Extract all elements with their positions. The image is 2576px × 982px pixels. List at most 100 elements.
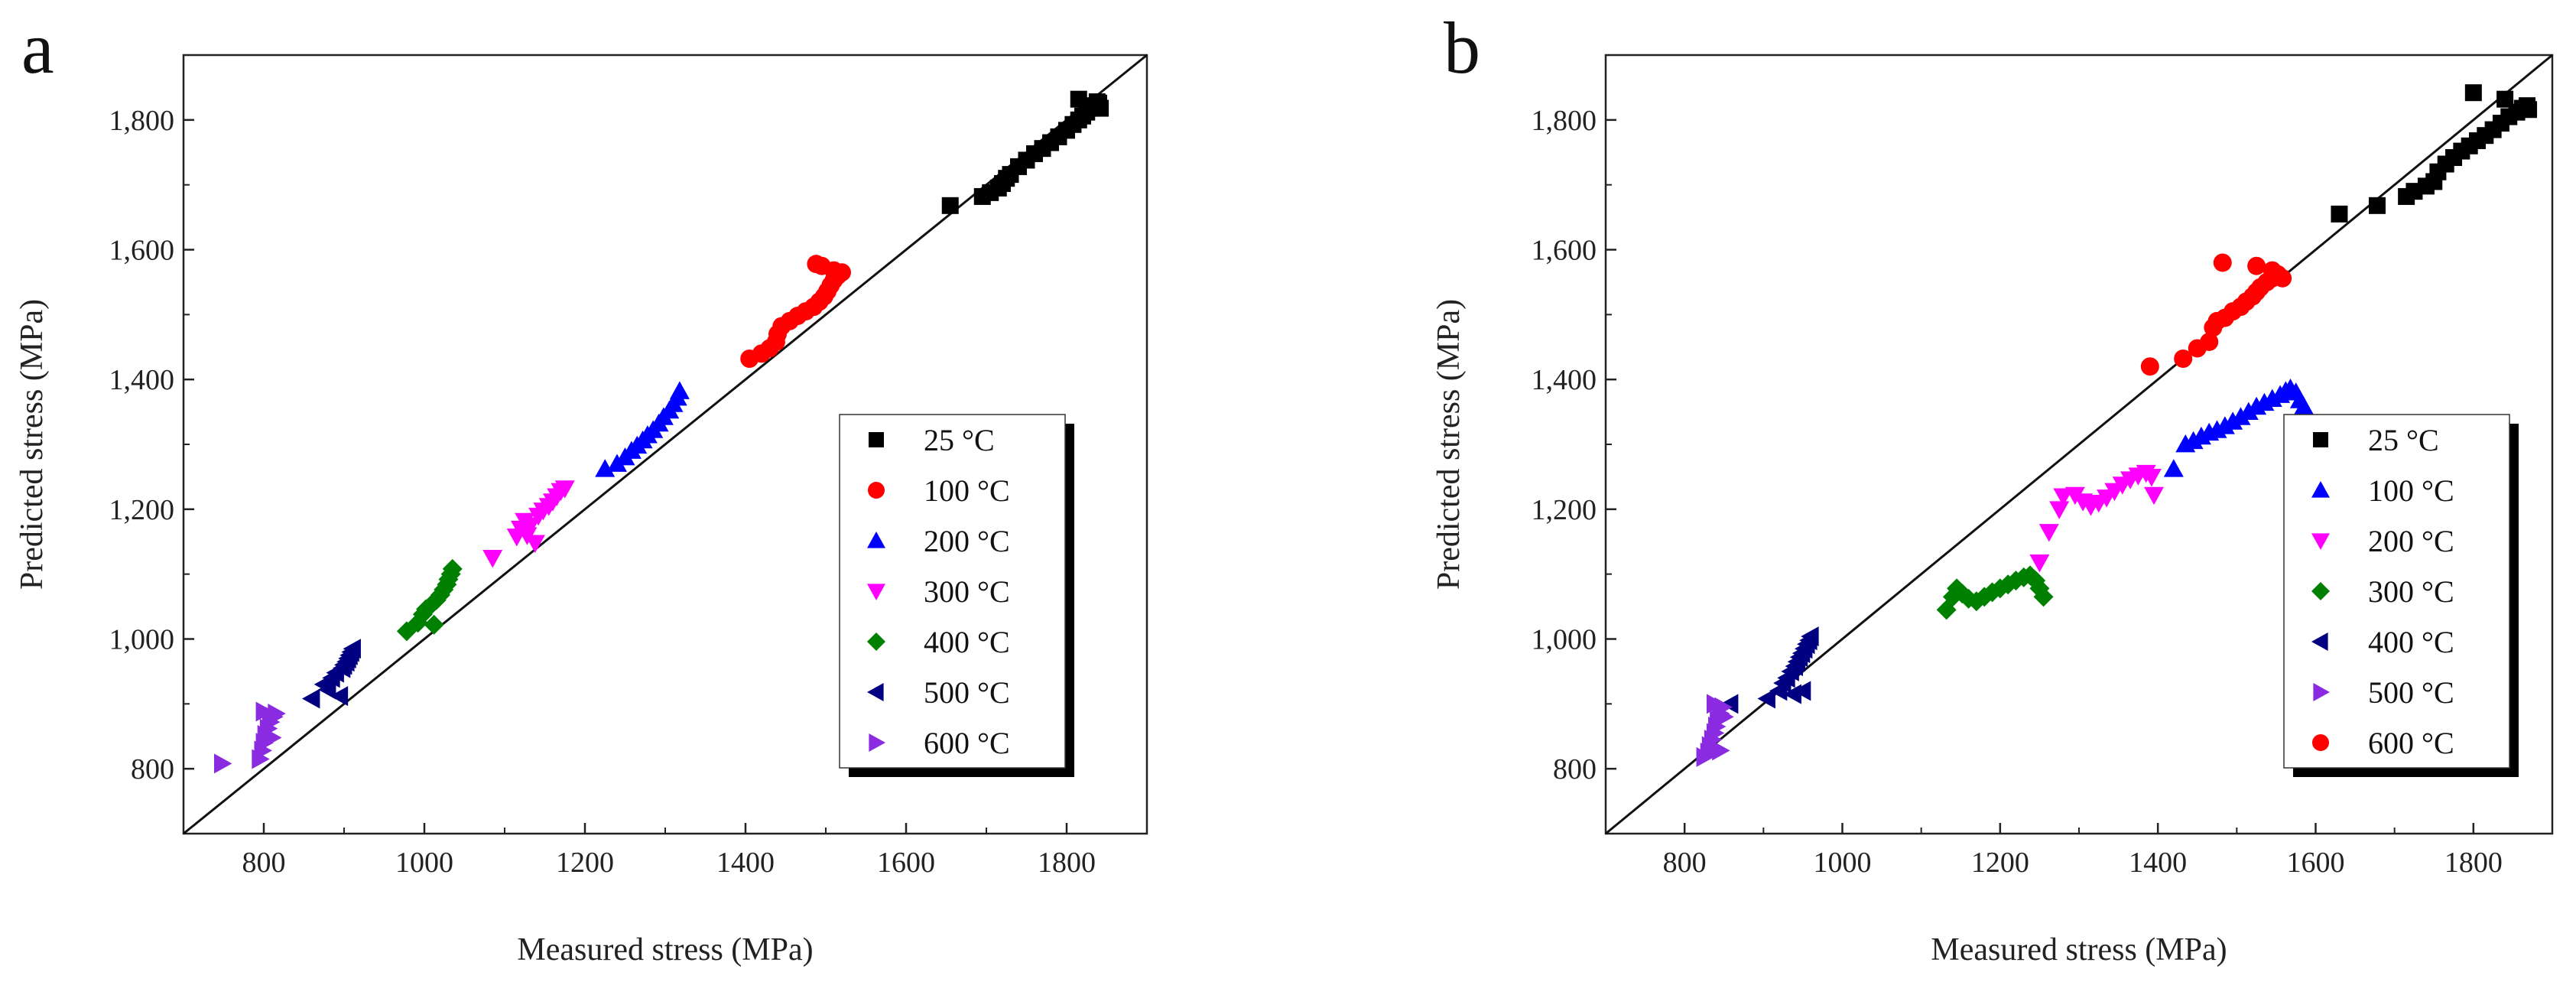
legend-marker — [2311, 481, 2330, 498]
x-tick-label: 1200 — [556, 847, 614, 879]
panel-letter: a — [21, 7, 54, 89]
data-point — [1712, 740, 1730, 761]
legend-marker — [869, 432, 884, 447]
data-point — [2247, 256, 2266, 275]
x-tick-label: 1800 — [2444, 847, 2503, 879]
data-point — [2520, 101, 2538, 119]
data-point — [255, 701, 274, 722]
data-point — [1792, 681, 1811, 701]
reference-line — [1605, 54, 2553, 835]
data-point — [343, 639, 361, 659]
data-point — [2294, 396, 2315, 415]
data-point — [554, 480, 575, 499]
legend-label: 400 °C — [924, 625, 1010, 659]
legend-marker — [2312, 734, 2329, 751]
legend-label: 600 °C — [924, 726, 1010, 760]
x-tick-label: 1400 — [2129, 847, 2187, 879]
x-axis-title: Measured stress (MPa) — [1931, 932, 2227, 967]
legend-label: 25 °C — [2368, 423, 2439, 457]
data-point — [2029, 554, 2050, 573]
data-point — [1088, 93, 1106, 111]
data-point — [2331, 205, 2348, 223]
data-point — [482, 550, 503, 568]
data-point — [669, 381, 690, 399]
data-point — [520, 517, 541, 536]
legend-label: 200 °C — [924, 524, 1010, 558]
x-tick-label: 1600 — [2287, 847, 2345, 879]
x-tick-label: 1800 — [1038, 847, 1096, 879]
data-point — [268, 704, 286, 724]
series-2 — [2029, 464, 2165, 573]
panel-letter: b — [1444, 7, 1480, 89]
data-point — [2214, 416, 2235, 434]
x-tick-label: 1000 — [395, 847, 453, 879]
legend-label: 400 °C — [2368, 625, 2454, 659]
panel-b: 800 1000 1200 1400 1600 1800 800 1,000 1,200 1,40… — [1431, 7, 2554, 967]
legend-marker — [2313, 432, 2328, 447]
data-point — [424, 614, 444, 635]
data-point — [318, 679, 336, 700]
data-point — [330, 686, 349, 707]
x-axis-title: Measured stress (MPa) — [517, 932, 813, 967]
data-point — [941, 197, 959, 214]
data-point — [2213, 253, 2232, 272]
data-point — [264, 727, 282, 748]
series-0 — [941, 90, 1109, 214]
x-tick-label: 1200 — [1971, 847, 2029, 879]
data-point — [2263, 261, 2282, 280]
data-point — [1757, 688, 1775, 709]
data-point — [595, 459, 616, 477]
legend-label: 300 °C — [2368, 574, 2454, 609]
legend-label: 500 °C — [924, 675, 1010, 710]
data-point — [807, 255, 826, 274]
data-point — [2144, 486, 2165, 506]
legend-marker — [2311, 582, 2330, 600]
data-point — [214, 753, 232, 774]
data-point — [2368, 197, 2386, 214]
x-tick-label: 1600 — [877, 847, 935, 879]
data-point — [2038, 524, 2059, 542]
y-tick-label: 1,600 — [1532, 235, 1597, 267]
legend-marker — [2313, 683, 2330, 701]
data-point — [1801, 626, 1819, 647]
data-point — [1706, 694, 1725, 714]
series-6 — [2140, 253, 2292, 376]
legend-marker — [867, 532, 885, 548]
data-point — [302, 688, 320, 709]
series-3 — [482, 480, 575, 568]
data-point — [2140, 357, 2159, 376]
legend-label: 600 °C — [2368, 726, 2454, 760]
legend-label: 100 °C — [2368, 473, 2454, 508]
data-point — [2183, 431, 2204, 450]
legend-marker — [2311, 533, 2330, 550]
y-tick-label: 1,000 — [109, 624, 175, 656]
legend-label: 25 °C — [924, 423, 995, 457]
x-tick-label: 800 — [242, 847, 286, 879]
x-tick-label: 1400 — [716, 847, 775, 879]
data-point — [2174, 350, 2193, 369]
panel-a: 800 1000 1200 1400 1600 1800 800 1,000 1,200 1,40… — [15, 7, 1148, 967]
y-axis-title: Predicted stress (MPa) — [15, 299, 50, 590]
x-tick-label: 800 — [1663, 847, 1707, 879]
y-tick-label: 1,400 — [109, 364, 175, 396]
legend-marker — [867, 632, 885, 651]
y-axis-title: Predicted stress (MPa) — [1431, 299, 1467, 590]
data-point — [517, 527, 538, 545]
y-tick-label: 1,800 — [109, 105, 175, 137]
data-point — [1070, 90, 1087, 108]
series-4 — [1720, 626, 1819, 714]
x-tick-label: 1000 — [1814, 847, 1872, 879]
series-1 — [2163, 379, 2315, 477]
data-point — [2200, 332, 2219, 351]
data-point — [1716, 707, 1734, 727]
legend-marker — [867, 584, 885, 600]
legend-marker — [868, 482, 885, 499]
data-point — [442, 558, 463, 579]
series-4 — [396, 558, 463, 642]
data-point — [2073, 493, 2094, 512]
series-6 — [214, 701, 286, 774]
series-5 — [302, 639, 361, 709]
y-tick-label: 1,200 — [1532, 494, 1597, 526]
legend-label: 100 °C — [924, 473, 1010, 508]
series-5 — [1696, 694, 1734, 767]
